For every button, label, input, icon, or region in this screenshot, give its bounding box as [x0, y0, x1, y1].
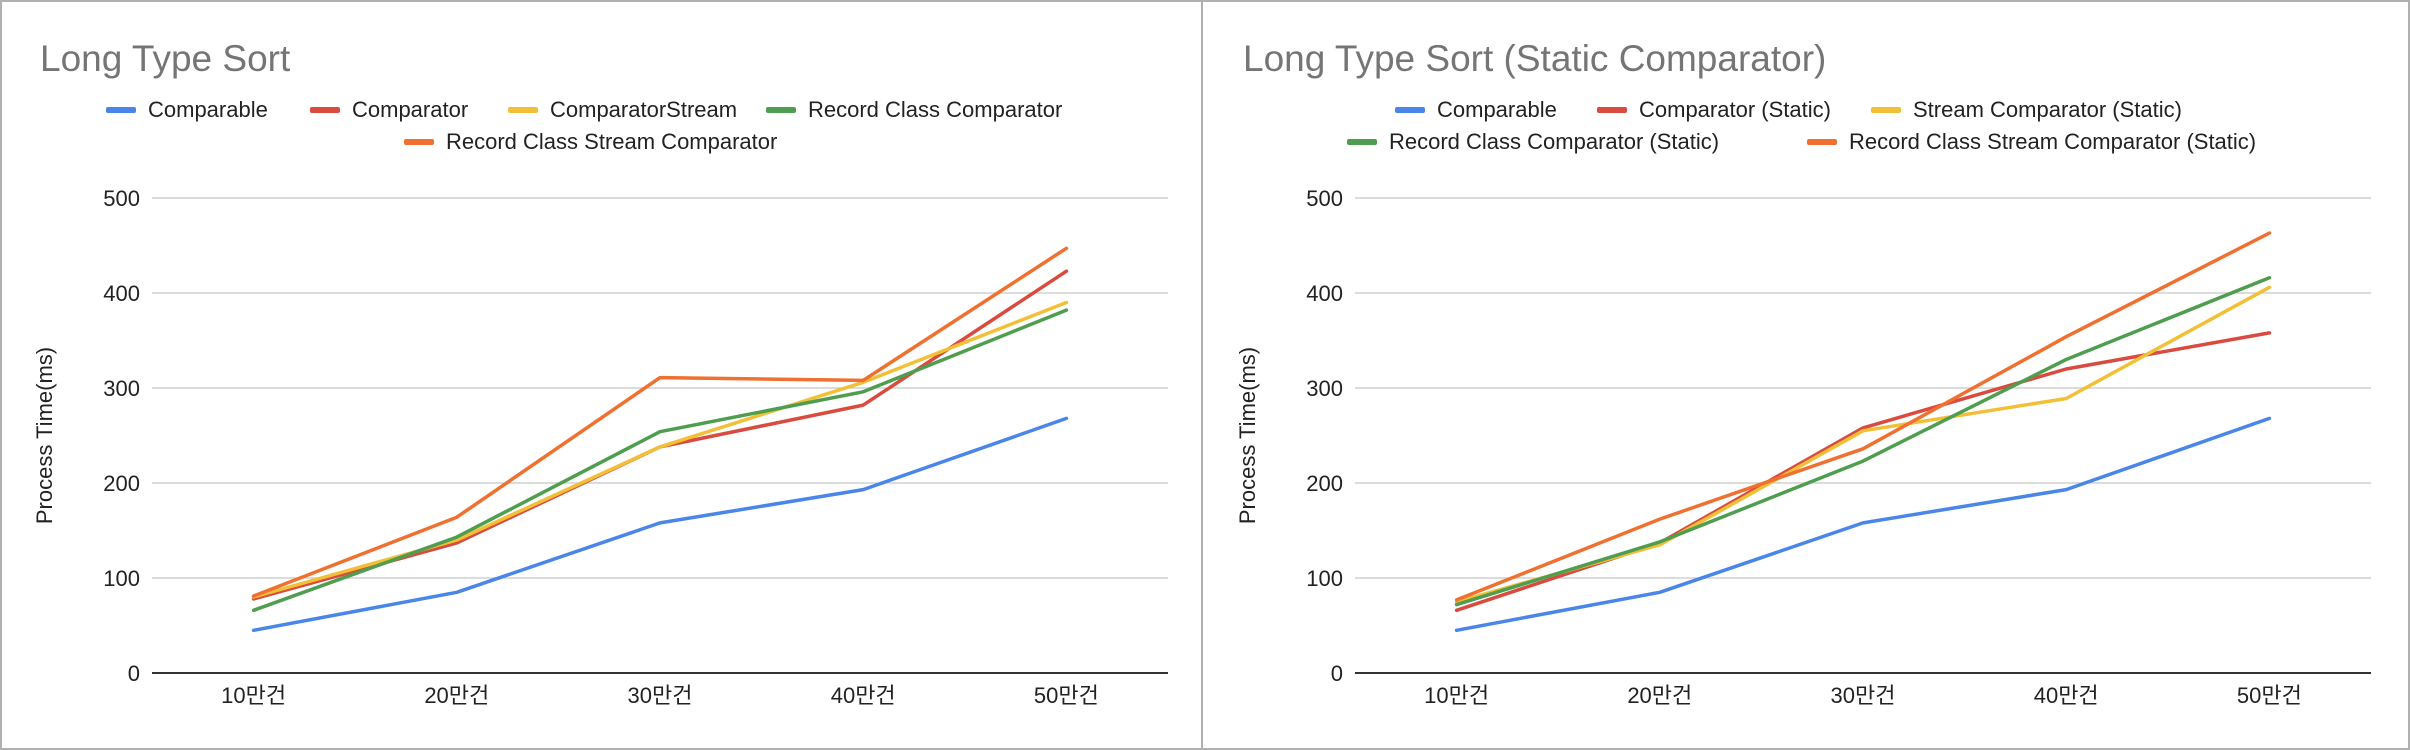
- x-tick-label: 10만건: [221, 683, 286, 708]
- legend-item-comparator[interactable]: Comparator: [310, 97, 468, 122]
- y-tick-label: 100: [103, 566, 140, 591]
- chart-panel-long-type-sort-static: Long Type Sort (Static Comparator) Compar…: [1203, 0, 2410, 750]
- x-tick-label: 40만건: [831, 683, 896, 708]
- legend-item-record-class-stream-comparator-static[interactable]: Record Class Stream Comparator (Static): [1807, 129, 2256, 154]
- y-tick-label: 0: [128, 661, 140, 686]
- x-tick-label: 30만건: [628, 683, 693, 708]
- legend-swatch: [310, 107, 340, 113]
- series-line-record-class-stream-comparator-static: [1454, 231, 2272, 602]
- legend-item-stream-comparator-static[interactable]: Stream Comparator (Static): [1871, 97, 2182, 122]
- legend-item-comparatorstream[interactable]: ComparatorStream: [508, 97, 737, 122]
- x-tick-label: 20만건: [424, 683, 489, 708]
- legend-label: ComparatorStream: [550, 97, 737, 122]
- legend-item-comparable[interactable]: Comparable: [106, 97, 268, 122]
- y-axis-title: Process Time(ms): [32, 347, 57, 524]
- x-tick-label: 20만건: [1627, 683, 1692, 708]
- chart-panel-long-type-sort: Long Type Sort Comparable Comparator Compar…: [0, 0, 1203, 750]
- legend-label: Comparator: [352, 97, 468, 122]
- series-line-comparatorstream: [251, 300, 1069, 599]
- legend-swatch: [508, 107, 538, 113]
- series-line-record-class-stream-comparator: [251, 246, 1069, 598]
- legend-swatch: [1347, 139, 1377, 145]
- chart-title: Long Type Sort: [40, 38, 291, 79]
- legend-label: Record Class Comparator: [808, 97, 1062, 122]
- legend-swatch: [766, 107, 796, 113]
- y-tick-label: 400: [1306, 281, 1343, 306]
- line-chart-long-type-sort-static: Long Type Sort (Static Comparator) Compar…: [1235, 38, 2371, 708]
- x-tick-label: 10만건: [1424, 683, 1489, 708]
- legend-label: Record Class Stream Comparator: [446, 129, 777, 154]
- y-tick-label: 500: [1306, 186, 1343, 211]
- legend-label: Stream Comparator (Static): [1913, 97, 2182, 122]
- series-line-record-class-comparator: [251, 308, 1069, 613]
- y-tick-label: 200: [1306, 471, 1343, 496]
- legend-item-comparable[interactable]: Comparable: [1395, 97, 1557, 122]
- legend-item-record-class-stream-comparator[interactable]: Record Class Stream Comparator: [404, 129, 777, 154]
- y-tick-label: 300: [1306, 376, 1343, 401]
- legend-label: Comparator (Static): [1639, 97, 1831, 122]
- legend-swatch: [404, 139, 434, 145]
- legend-label: Comparable: [148, 97, 268, 122]
- x-tick-label: 30만건: [1831, 683, 1896, 708]
- x-tick-label: 40만건: [2034, 683, 2099, 708]
- legend-label: Record Class Comparator (Static): [1389, 129, 1719, 154]
- legend-item-record-class-comparator[interactable]: Record Class Comparator: [766, 97, 1062, 122]
- legend-item-comparator-static[interactable]: Comparator (Static): [1597, 97, 1831, 122]
- x-tick-label: 50만건: [2237, 683, 2302, 708]
- y-tick-label: 0: [1331, 661, 1343, 686]
- legend-label: Comparable: [1437, 97, 1557, 122]
- line-chart-long-type-sort: Long Type Sort Comparable Comparator Compar…: [32, 38, 1168, 708]
- x-tick-label: 50만건: [1034, 683, 1099, 708]
- legend-swatch: [1807, 139, 1837, 145]
- y-tick-label: 400: [103, 281, 140, 306]
- y-tick-label: 300: [103, 376, 140, 401]
- y-tick-label: 100: [1306, 566, 1343, 591]
- legend-swatch: [106, 107, 136, 113]
- series-line-record-class-comparator-static: [1454, 276, 2272, 607]
- legend-swatch: [1597, 107, 1627, 113]
- series-line-stream-comparator-static: [1454, 285, 2272, 604]
- legend-swatch: [1395, 107, 1425, 113]
- y-tick-label: 500: [103, 186, 140, 211]
- legend-item-record-class-comparator-static[interactable]: Record Class Comparator (Static): [1347, 129, 1719, 154]
- chart-title: Long Type Sort (Static Comparator): [1243, 38, 1826, 79]
- y-axis-title: Process Time(ms): [1235, 347, 1260, 524]
- series-line-comparable: [1454, 416, 2272, 633]
- legend-label: Record Class Stream Comparator (Static): [1849, 129, 2256, 154]
- y-tick-label: 200: [103, 471, 140, 496]
- legend-swatch: [1871, 107, 1901, 113]
- series-line-comparable: [251, 416, 1069, 633]
